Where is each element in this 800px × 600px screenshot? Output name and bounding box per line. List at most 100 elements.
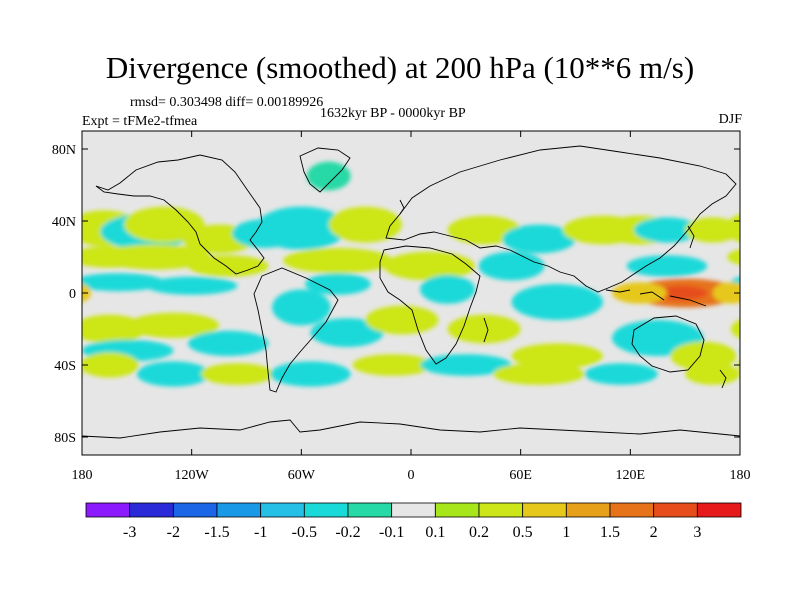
- contour-region-24: [685, 217, 740, 243]
- contour-region-15: [304, 273, 371, 295]
- contour-region-8: [727, 249, 740, 265]
- colorbar-label: 1: [562, 524, 570, 541]
- contour-region-43: [200, 363, 274, 385]
- contour-region-49: [685, 363, 740, 385]
- colorbar-swatch: [347, 502, 393, 518]
- colorbar-swatch: [172, 502, 218, 518]
- colorbar-label: -1: [254, 524, 267, 541]
- coastline-africa: [379, 245, 481, 365]
- contour-region-23: [633, 217, 700, 243]
- contour-fill-layer: [82, 161, 800, 387]
- colorbar-swatch: [216, 502, 262, 518]
- contour-region-41: [738, 360, 740, 370]
- contour-region-29: [712, 282, 740, 304]
- contour-region-37: [310, 318, 384, 347]
- colorbar-label: 2: [650, 524, 658, 541]
- contour-region-19: [447, 215, 521, 245]
- coastline-eurasia: [385, 145, 737, 293]
- coastline-layer: [82, 145, 740, 439]
- contour-region-34: [740, 340, 800, 362]
- contour-region-31: [670, 341, 737, 371]
- coastline-british-isles: [399, 199, 405, 215]
- x-axis: 180 120W 60W 0 60E 120E 180: [72, 131, 751, 483]
- contour-region-16: [420, 275, 475, 304]
- coastline-maritime-islands: [605, 289, 707, 307]
- x-tick-label: 60E: [509, 468, 532, 483]
- contour-region-20: [502, 224, 576, 254]
- contour-region-45: [352, 354, 433, 376]
- colorbar-label: -0.1: [379, 524, 404, 541]
- colorbar-label: -0.5: [292, 524, 317, 541]
- colorbar-label: -1.5: [204, 524, 229, 541]
- y-tick-label: 40N: [52, 215, 76, 230]
- colorbar-swatch: [565, 502, 611, 518]
- contour-region-18: [511, 284, 603, 320]
- contour-region-33: [127, 312, 220, 338]
- y-tick-label: 40S: [54, 359, 76, 374]
- contour-region-25: [626, 255, 708, 277]
- y-tick-label: 80S: [54, 431, 76, 446]
- contour-region-10: [188, 255, 269, 277]
- contour-region-14: [145, 276, 238, 295]
- colorbar-swatch: [129, 502, 174, 518]
- contour-region-13: [82, 273, 165, 292]
- contour-region-47: [493, 363, 585, 385]
- colorbar-swatch: [522, 502, 567, 518]
- colorbar-label: 0.5: [513, 524, 533, 541]
- season-label: DJF: [718, 112, 742, 127]
- contour-region-48: [584, 363, 658, 385]
- contour-region-11: [283, 248, 393, 274]
- contour-region-12: [383, 251, 475, 281]
- contour-region-42: [136, 361, 210, 387]
- contour-region-38: [365, 305, 439, 335]
- colorbar-swatch: [609, 502, 655, 518]
- colorbar-label: -0.2: [335, 524, 360, 541]
- contour-region-6: [328, 206, 402, 243]
- coastline-japan: [687, 225, 695, 249]
- y-tick-label: 80N: [52, 143, 76, 158]
- y-axis: 80N 40N 0 40S 80S: [52, 143, 740, 446]
- x-tick-label: 180: [730, 468, 751, 483]
- colorbar: -3 -2 -1.5 -1 -0.5 -0.2 -0.1 0.1 0.2 0.5 1 1.5 2 3: [85, 502, 742, 541]
- colorbar-label: 1.5: [600, 524, 620, 541]
- x-tick-label: 120E: [616, 468, 646, 483]
- coastline-south-america: [253, 267, 339, 393]
- coastline-north-america: [95, 154, 265, 275]
- stats-line: rmsd= 0.303498 diff= 0.00189926: [130, 95, 324, 110]
- contour-region-41: [82, 352, 139, 378]
- x-tick-label: 60W: [288, 468, 316, 483]
- colorbar-swatch: [478, 502, 524, 518]
- contour-region-2: [124, 206, 205, 243]
- contour-region-35: [188, 330, 269, 356]
- contour-region-9: [100, 244, 210, 270]
- x-tick-label: 180: [72, 468, 93, 483]
- experiment-label: Expt = tFMe2-tfmea: [82, 114, 198, 129]
- colorbar-label: 0.2: [469, 524, 489, 541]
- contour-region-7: [306, 161, 351, 191]
- contour-region-32: [730, 319, 740, 339]
- colorbar-label: -3: [123, 524, 136, 541]
- x-tick-label: 120W: [175, 468, 210, 483]
- colorbar-label: 0.1: [425, 524, 445, 541]
- colorbar-swatch: [85, 502, 131, 518]
- colorbar-swatch: [303, 502, 349, 518]
- contour-region-13: [730, 276, 740, 288]
- period-label: 1632kyr BP - 0000kyr BP: [320, 106, 466, 121]
- colorbar-label: 3: [693, 524, 701, 541]
- contour-region-27: [655, 285, 708, 301]
- colorbar-swatch: [696, 502, 742, 518]
- coastline-greenland: [299, 147, 351, 193]
- contour-region-40: [511, 343, 603, 369]
- colorbar-swatch: [434, 502, 480, 518]
- colorbar-label: -2: [167, 524, 180, 541]
- colorbar-swatch: [260, 502, 305, 518]
- coastline-madagascar: [483, 317, 489, 343]
- coastline-new-zealand: [719, 369, 727, 389]
- chart-title: Divergence (smoothed) at 200 hPa (10**6 …: [105, 50, 695, 85]
- colorbar-swatch: [391, 502, 436, 518]
- contour-region-5: [255, 206, 348, 250]
- colorbar-swatch: [653, 502, 698, 518]
- contour-region-44: [270, 361, 351, 387]
- contour-region-36: [272, 289, 331, 326]
